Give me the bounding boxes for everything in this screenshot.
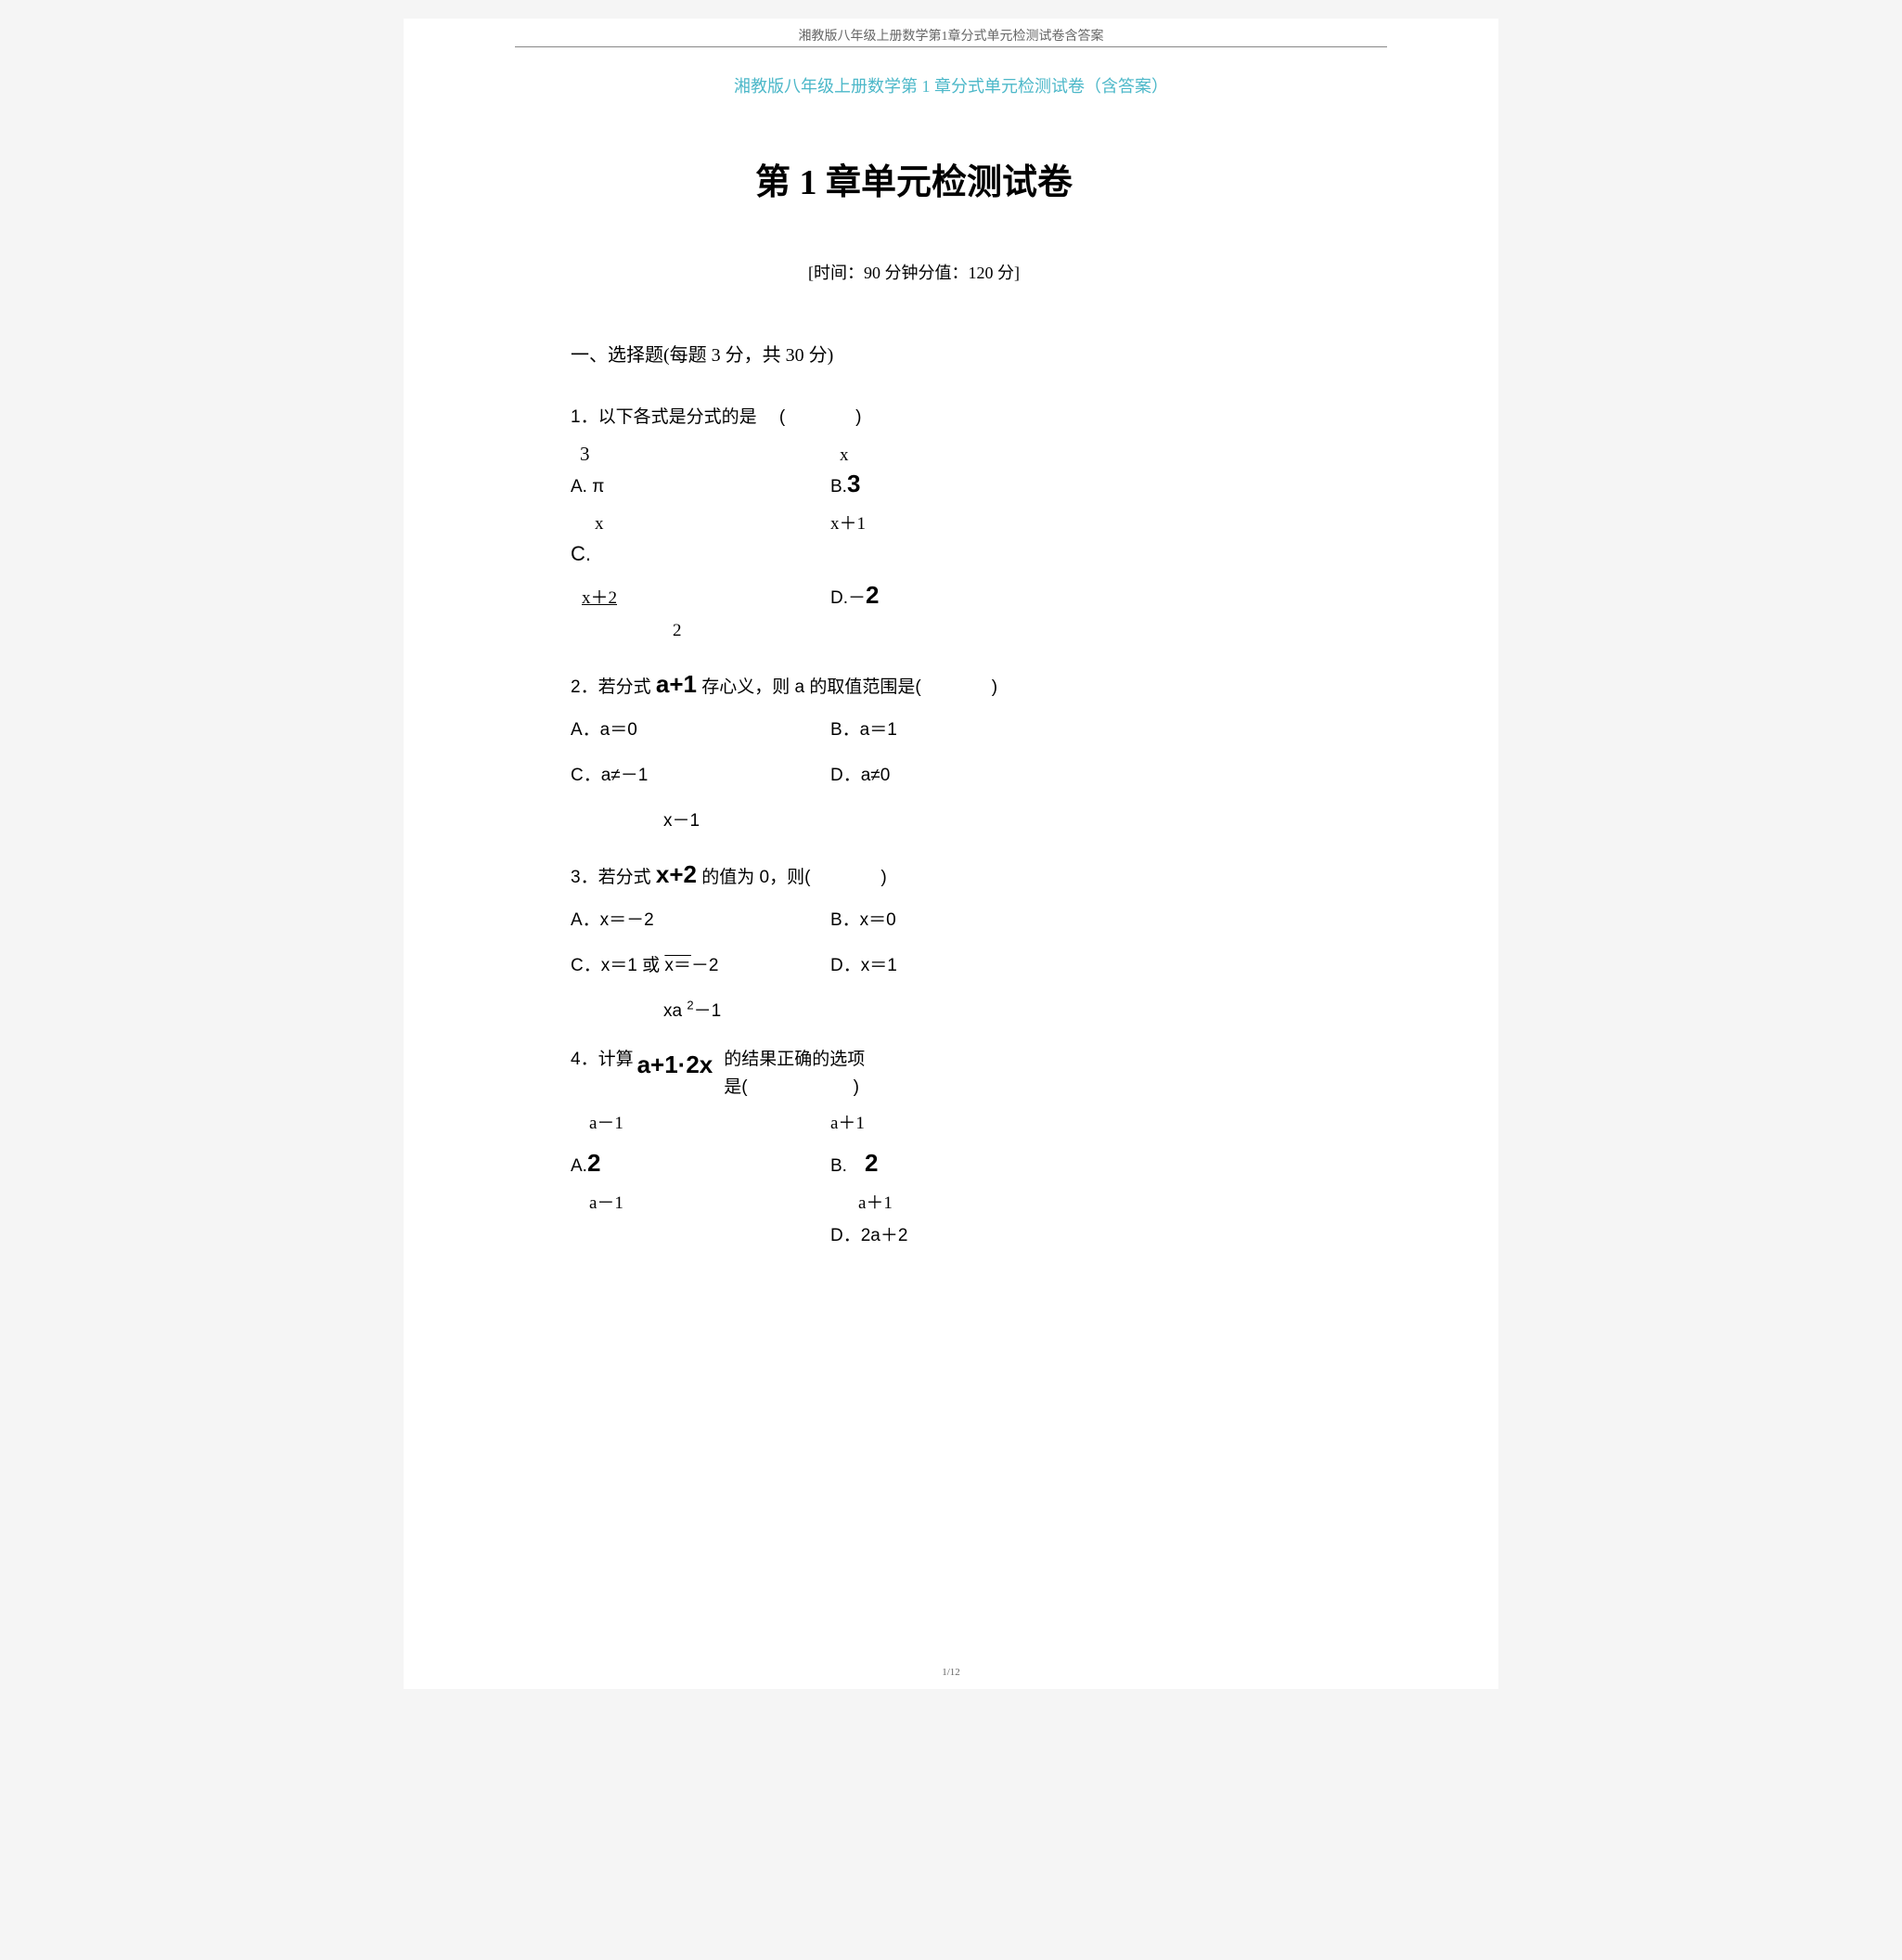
- q4-a-big: 2: [587, 1149, 600, 1177]
- q1-c-x: x: [571, 514, 830, 535]
- q1-b-big: 3: [847, 470, 860, 497]
- q2-stem-big: a+1: [656, 670, 697, 698]
- question-4: 4．计算 a+1·2x 的结果正确的选项 是( ) a－1 a＋1 A.2 B.…: [571, 1046, 1257, 1255]
- q4-a-under: a－1: [571, 1189, 830, 1214]
- q1-b-prefix: B.: [830, 477, 847, 496]
- q4-post-l1: 的结果正确的选项: [724, 1046, 865, 1074]
- q3-extra-xa: xa: [663, 1001, 687, 1021]
- q2-option-b: B．a＝1: [830, 716, 897, 741]
- q1-frac-top-right: x: [840, 445, 849, 466]
- q2-extra: x－1: [571, 806, 1257, 832]
- q4-stem-big: a+1·2x: [637, 1046, 713, 1085]
- q1-stem: 1．以下各式是分式的是 ( ): [571, 404, 1257, 432]
- q1-c-frac: x＋2: [571, 584, 830, 609]
- q3-option-b: B．x＝0: [830, 906, 896, 931]
- q4-option-b: B. 2: [830, 1149, 878, 1178]
- content-area: 第 1 章单元检测试卷 [时间：90 分钟分值：120 分] 一、选择题(每题 …: [404, 153, 1498, 1254]
- q3-option-d: D．x＝1: [830, 951, 897, 976]
- q2-option-a: A．a＝0: [571, 716, 830, 741]
- q2-stem-post: 存心义，则 a 的取值范围是( ): [697, 677, 997, 697]
- q2-stem-pre: 2．若分式: [571, 677, 656, 697]
- q4-under-right: a＋1: [830, 1109, 865, 1134]
- q3-stem-pre: 3．若分式: [571, 868, 656, 887]
- q1-option-b: B.3: [830, 470, 860, 498]
- q3-option-a: A．x＝－2: [571, 906, 830, 931]
- q3-extra: xa 2－1: [571, 997, 1257, 1022]
- q4-post-l2: 是( ): [724, 1074, 865, 1102]
- question-2: 2．若分式 a+1 存心义，则 a 的取值范围是( ) A．a＝0 B．a＝1 …: [571, 665, 1257, 832]
- q4-option-a: A.2: [571, 1149, 830, 1178]
- q1-b-denom: x＋1: [830, 509, 866, 535]
- q2-stem: 2．若分式 a+1 存心义，则 a 的取值范围是( ): [571, 665, 1257, 704]
- q1-option-c: C.: [571, 542, 830, 566]
- q4-stem-post: 的结果正确的选项 是( ): [724, 1046, 865, 1102]
- q1-c-denom: 2: [571, 621, 830, 641]
- q3-stem-big: x+2: [656, 860, 697, 888]
- time-score-info: [时间：90 分钟分值：120 分]: [571, 260, 1257, 284]
- running-header: 湘教版八年级上册数学第1章分式单元检测试卷含答案: [515, 19, 1387, 47]
- q1-d-big: 2: [866, 581, 879, 609]
- question-3: 3．若分式 x+2 的值为 0，则( ) A．x＝－2 B．x＝0 C．x＝1 …: [571, 856, 1257, 1022]
- q4-under-left: a－1: [571, 1109, 830, 1134]
- q1-frac-top-left: 3: [580, 443, 840, 466]
- q1-d-prefix: D.－: [830, 588, 866, 608]
- q4-stem: 4．计算 a+1·2x 的结果正确的选项 是( ): [571, 1046, 1257, 1102]
- q4-option-d: D．2a＋2: [830, 1221, 907, 1246]
- question-1: 1．以下各式是分式的是 ( ) 3 x A. π B.3 x x＋1 C.: [571, 404, 1257, 641]
- q1-c-num: x＋2: [582, 588, 617, 608]
- q4-b-under: a＋1: [830, 1189, 893, 1214]
- document-subtitle: 湘教版八年级上册数学第 1 章分式单元检测试卷（含答案）: [404, 73, 1498, 97]
- page-number: 1/12: [404, 1667, 1498, 1678]
- q3-extra-sup: 2: [687, 998, 693, 1012]
- main-title: 第 1 章单元检测试卷: [571, 153, 1257, 204]
- q2-option-c: C．a≠－1: [571, 761, 830, 786]
- q4-stem-pre: 4．计算: [571, 1046, 634, 1074]
- q3-extra-rest: －1: [694, 1001, 722, 1021]
- q1-option-a: A. π: [571, 477, 830, 497]
- q3-stem: 3．若分式 x+2 的值为 0，则( ): [571, 856, 1257, 895]
- section-one-title: 一、选择题(每题 3 分，共 30 分): [571, 340, 1257, 367]
- q3-stem-post: 的值为 0，则( ): [697, 868, 887, 887]
- q4-b-big: 2: [865, 1149, 878, 1177]
- q2-option-d: D．a≠0: [830, 761, 890, 786]
- q1-option-d: D.－2: [830, 581, 879, 610]
- q3-option-c: C．x＝1 或 x＝－2: [571, 951, 830, 976]
- document-page: 湘教版八年级上册数学第1章分式单元检测试卷含答案 湘教版八年级上册数学第 1 章…: [404, 19, 1498, 1689]
